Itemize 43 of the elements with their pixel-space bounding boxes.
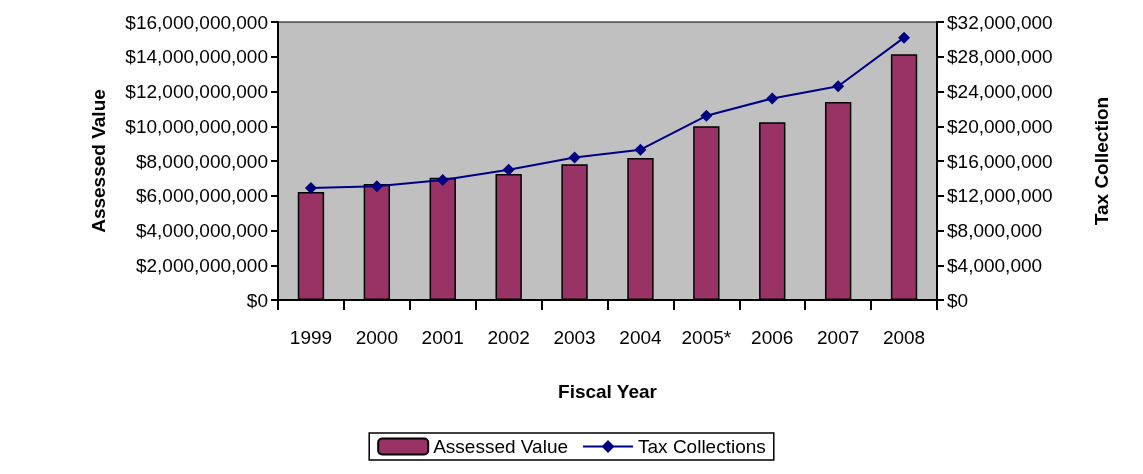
x-tick-label: 2003	[553, 327, 596, 348]
point	[502, 163, 515, 176]
point	[898, 31, 911, 44]
y2-tick-label: $0	[947, 289, 969, 311]
y-tick-label: $6,000,000,000	[135, 185, 268, 207]
x-tick-label: 2000	[355, 327, 398, 348]
y2-tick-label: $8,000,000	[947, 220, 1043, 241]
legend-label: Tax Collections	[638, 436, 766, 457]
point	[436, 174, 449, 187]
point	[634, 143, 647, 156]
x-tick-label: 2004	[619, 327, 663, 348]
y2-tick-label: $20,000,000	[947, 115, 1053, 137]
point	[370, 180, 383, 193]
y-tick-label: $0	[246, 289, 268, 311]
y-tick-label: $2,000,000,000	[135, 254, 268, 276]
x-tick-label: 2002	[487, 327, 530, 348]
x-tick-label: 2008	[882, 327, 926, 348]
y2-tick-label: $24,000,000	[947, 81, 1053, 102]
y-tick-label: $8,000,000,000	[135, 150, 268, 172]
x-tick-label: 2006	[751, 327, 794, 348]
point	[568, 151, 581, 164]
point	[832, 80, 845, 93]
y2-tick-label: $28,000,000	[947, 46, 1053, 68]
y2-tick-label: $4,000,000	[947, 254, 1043, 276]
x-tick-label: 1999	[289, 327, 333, 348]
y-tick-label: $14,000,000,000	[125, 46, 268, 68]
x-axis-title: Fiscal Year	[558, 381, 658, 402]
x-tick-label: 2001	[421, 327, 464, 348]
y2-tick-label: $32,000,000	[947, 11, 1053, 33]
y-axis-title: Assessed Value	[88, 89, 109, 233]
y2-tick-label: $12,000,000	[947, 185, 1053, 207]
y2-axis-title: Tax Collection	[1091, 96, 1112, 226]
y2-tick-label: $16,000,000	[947, 150, 1053, 172]
y-tick-label: $12,000,000,000	[125, 81, 268, 102]
point	[304, 181, 317, 194]
point	[766, 92, 779, 105]
y-tick-label: $4,000,000,000	[135, 220, 268, 241]
y-tick-label: $16,000,000,000	[125, 11, 268, 33]
point	[700, 109, 713, 122]
legend-label: Assessed Value	[433, 436, 569, 457]
x-tick-label: 2007	[817, 327, 860, 348]
x-tick-label: 2005*	[681, 327, 732, 348]
y-tick-label: $10,000,000,000	[125, 115, 268, 137]
